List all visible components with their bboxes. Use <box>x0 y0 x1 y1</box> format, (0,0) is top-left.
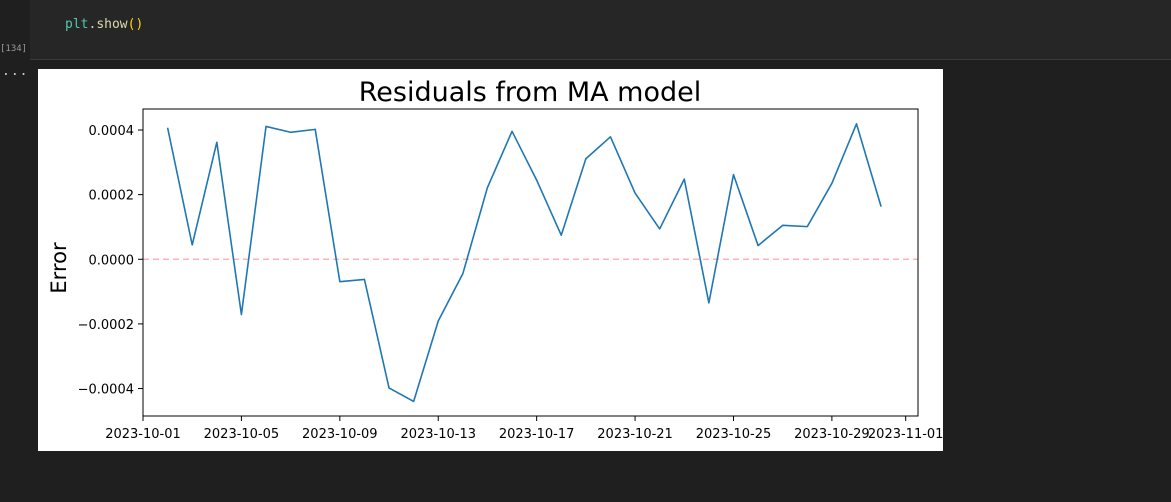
x-tick-label: 2023-10-21 <box>597 427 673 442</box>
code-token-parens: () <box>127 17 144 32</box>
chart-figure: Residuals from MA model Error 0.0004 0.00… <box>38 69 943 451</box>
plot-area: 0.0004 0.0002 0.0000 −0.0002 −0.0004 2023-10-… <box>78 108 943 442</box>
chart-title: Residuals from MA model <box>359 77 702 108</box>
x-tick-label: 2023-10-01 <box>105 427 181 442</box>
y-tick-label: −0.0002 <box>78 318 134 333</box>
code-line: plt.show() <box>65 17 143 32</box>
x-tick-label: 2023-10-09 <box>302 427 378 442</box>
x-tick-label: 2023-10-05 <box>204 427 280 442</box>
cell-gutter: [134] ... <box>0 0 30 502</box>
output-collapse-toggle[interactable]: ... <box>2 64 29 79</box>
code-token-variable: plt <box>65 17 89 32</box>
y-axis-label: Error <box>47 242 71 294</box>
x-tick-label: 2023-11-01 <box>868 427 943 442</box>
code-cell-input[interactable]: plt.show() <box>30 0 1171 60</box>
x-tick-label: 2023-10-29 <box>794 427 870 442</box>
residuals-chart: Residuals from MA model Error 0.00040.00… <box>47 77 943 442</box>
series-line-0 <box>166 123 882 403</box>
execution-count: [134] <box>0 44 28 54</box>
y-tick-label: 0.0000 <box>89 253 135 268</box>
code-token-function: show <box>96 17 128 32</box>
y-tick-label: 0.0002 <box>89 189 135 204</box>
y-tick-label: −0.0004 <box>78 383 134 398</box>
plot-frame <box>142 108 919 417</box>
code-token-dot: . <box>88 17 97 32</box>
x-tick-label: 2023-10-17 <box>499 427 575 442</box>
x-tick-label: 2023-10-13 <box>400 427 476 442</box>
x-tick-label: 2023-10-25 <box>696 427 772 442</box>
y-tick-label: 0.0004 <box>89 124 135 139</box>
